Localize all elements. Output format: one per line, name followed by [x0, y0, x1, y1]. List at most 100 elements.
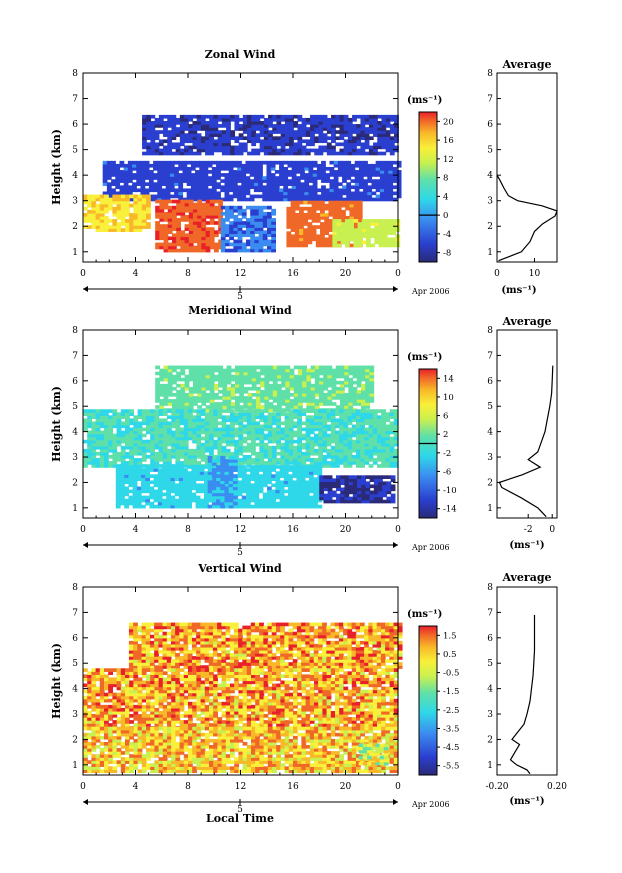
data-cell — [188, 133, 194, 137]
data-cell — [211, 176, 217, 180]
data-cell — [287, 170, 293, 174]
data-cell — [196, 148, 202, 153]
data-cell — [125, 409, 130, 413]
data-cell — [178, 173, 184, 177]
data-cell — [124, 492, 130, 497]
data-cell — [233, 492, 239, 497]
data-cell — [196, 433, 202, 438]
data-cell — [335, 430, 340, 435]
data-cell — [284, 142, 290, 147]
data-cell — [163, 233, 169, 238]
data-cell — [394, 121, 399, 125]
data-cell — [191, 471, 197, 475]
colorbar-tick-label: 0 — [443, 211, 448, 221]
data-cell — [297, 142, 303, 147]
data-cell — [171, 433, 176, 438]
data-cell — [186, 179, 192, 183]
data-cell — [339, 454, 344, 459]
data-cell — [347, 133, 353, 137]
data-cell — [104, 412, 109, 416]
data-cell — [150, 454, 155, 459]
data-cell — [360, 130, 366, 134]
data-cell — [183, 477, 188, 481]
data-cell — [301, 151, 307, 156]
data-cell — [251, 421, 256, 426]
data-cell — [267, 458, 273, 462]
data-cell — [174, 471, 180, 475]
data-cell — [188, 117, 194, 122]
y-tick-label: 8 — [487, 69, 493, 79]
data-cell — [353, 200, 359, 205]
data-cell — [218, 224, 223, 228]
data-cell — [290, 237, 296, 242]
data-cell — [166, 486, 172, 491]
data-cell — [183, 412, 189, 416]
data-cell — [283, 480, 289, 485]
data-cell — [191, 483, 197, 488]
data-cell — [270, 182, 276, 186]
data-cell — [243, 374, 249, 379]
data-cell — [191, 474, 197, 478]
data-cell — [307, 216, 313, 220]
data-cell — [154, 418, 160, 423]
data-cell — [150, 448, 155, 453]
data-cell — [373, 114, 378, 119]
data-cell — [169, 166, 175, 171]
data-cell — [91, 458, 97, 462]
data-cell — [176, 389, 181, 394]
data-cell — [132, 182, 137, 186]
data-cell — [226, 399, 232, 403]
data-cell — [267, 471, 272, 475]
data-cell — [213, 208, 219, 213]
data-cell — [348, 396, 354, 400]
data-cell — [159, 383, 165, 388]
data-cell — [258, 239, 264, 244]
data-cell — [312, 160, 318, 165]
data-cell — [289, 136, 294, 141]
data-cell — [242, 409, 248, 413]
data-cell — [220, 205, 226, 210]
data-cell — [211, 182, 217, 186]
data-cell — [83, 418, 88, 423]
data-cell — [99, 225, 105, 229]
data-cell — [133, 433, 139, 438]
data-cell — [375, 173, 381, 177]
data-cell — [270, 188, 276, 193]
data-cell — [191, 480, 197, 485]
data-cell — [394, 145, 399, 150]
data-cell — [150, 151, 156, 156]
data-cell — [188, 236, 194, 241]
data-cell — [296, 489, 302, 494]
data-cell — [326, 117, 332, 122]
data-cell — [356, 412, 361, 416]
data-cell — [179, 421, 185, 426]
data-cell — [345, 200, 351, 205]
data-cell — [238, 445, 244, 450]
data-cell — [106, 160, 112, 165]
data-cell — [267, 477, 272, 481]
data-cell — [284, 439, 290, 444]
data-cell — [221, 418, 227, 423]
data-cell — [154, 121, 160, 125]
data-cell — [192, 461, 197, 465]
data-cell — [95, 228, 101, 232]
data-cell — [183, 471, 188, 475]
data-cell — [322, 430, 328, 435]
data-cell — [381, 124, 387, 128]
data-cell — [356, 409, 361, 413]
data-cell — [373, 148, 378, 153]
data-cell — [237, 486, 243, 491]
data-cell — [360, 402, 366, 406]
data-cell — [267, 418, 273, 423]
data-cell — [179, 436, 185, 441]
data-cell — [171, 380, 177, 385]
data-cell — [196, 151, 202, 156]
data-cell — [356, 436, 361, 441]
data-cell — [369, 389, 375, 394]
data-cell — [180, 368, 186, 373]
data-cell — [182, 163, 188, 168]
data-cell — [255, 421, 260, 426]
data-cell — [205, 133, 210, 137]
data-cell — [347, 130, 353, 134]
data-cell — [354, 160, 360, 165]
